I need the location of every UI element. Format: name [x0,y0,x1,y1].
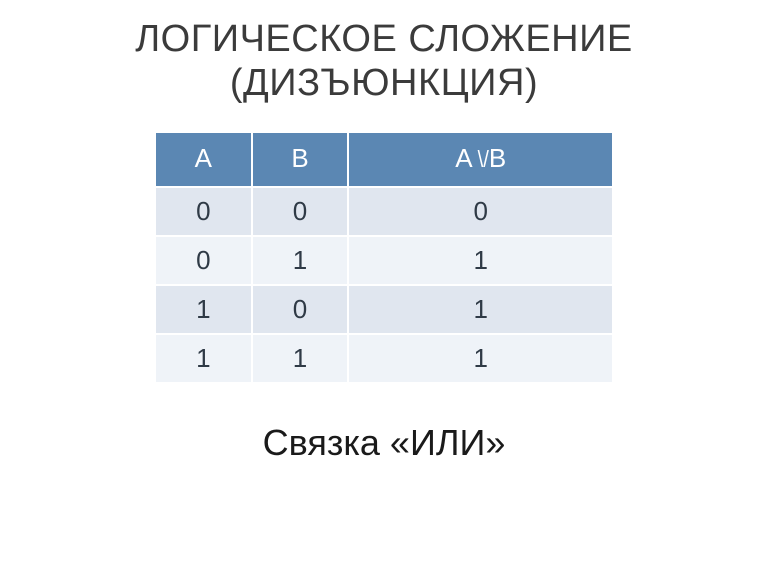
cell: 0 [155,236,252,285]
col-header-a: A [155,132,252,187]
cell: 0 [252,285,349,334]
cell: 0 [155,187,252,236]
table-row: 0 0 0 [155,187,613,236]
cell: 1 [348,334,613,383]
subtitle: Связка «ИЛИ» [263,422,506,464]
col-header-a-or-b: A \/B [348,132,613,187]
table-row: 1 1 1 [155,334,613,383]
page-title: ЛОГИЧЕСКОЕ СЛОЖЕНИЕ (ДИЗЪЮНКЦИЯ) [135,18,633,105]
col-header-b: B [252,132,349,187]
cell: 1 [252,236,349,285]
cell: 1 [348,285,613,334]
table-body: 0 0 0 0 1 1 1 0 1 1 1 1 [155,187,613,383]
cell: 0 [252,187,349,236]
cell: 0 [348,187,613,236]
table-header-row: A B A \/B [155,132,613,187]
cell: 1 [252,334,349,383]
cell: 1 [155,334,252,383]
cell: 1 [348,236,613,285]
disjunction-symbol: \/ [478,146,489,174]
table-row: 0 1 1 [155,236,613,285]
title-line-2: (ДИЗЪЮНКЦИЯ) [230,62,538,104]
cell: 1 [155,285,252,334]
table-row: 1 0 1 [155,285,613,334]
truth-table: A B A \/B 0 0 0 0 1 1 1 0 1 1 1 1 [154,131,614,384]
title-line-1: ЛОГИЧЕСКОЕ СЛОЖЕНИЕ [135,18,633,60]
